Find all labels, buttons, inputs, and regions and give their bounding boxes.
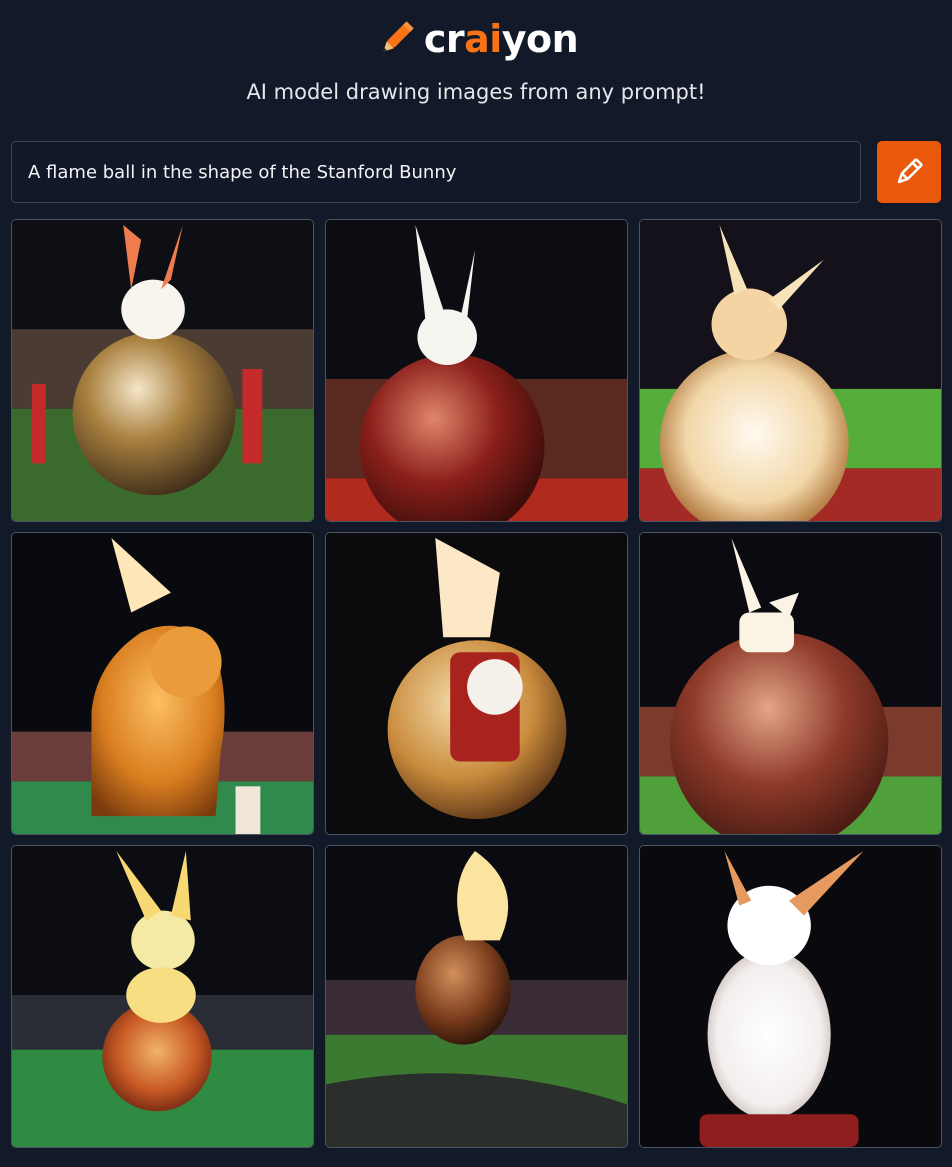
logo: craiyon <box>0 14 952 64</box>
generated-image-9[interactable] <box>639 845 942 1148</box>
image-grid <box>11 219 942 1148</box>
generated-image-4[interactable] <box>11 532 314 835</box>
generated-image-1[interactable] <box>11 219 314 522</box>
generated-image-2[interactable] <box>325 219 628 522</box>
pencil-icon <box>897 158 923 184</box>
generated-image-3[interactable] <box>639 219 942 522</box>
generated-image-8[interactable] <box>325 845 628 1148</box>
prompt-input[interactable] <box>11 141 861 203</box>
generated-image-5[interactable] <box>325 532 628 835</box>
logo-pencil-icon <box>383 21 414 52</box>
brand-name: craiyon <box>423 17 579 61</box>
tagline: AI model drawing images from any prompt! <box>246 80 706 104</box>
generated-image-6[interactable] <box>639 532 942 835</box>
draw-button[interactable] <box>877 141 941 203</box>
generated-image-7[interactable] <box>11 845 314 1148</box>
